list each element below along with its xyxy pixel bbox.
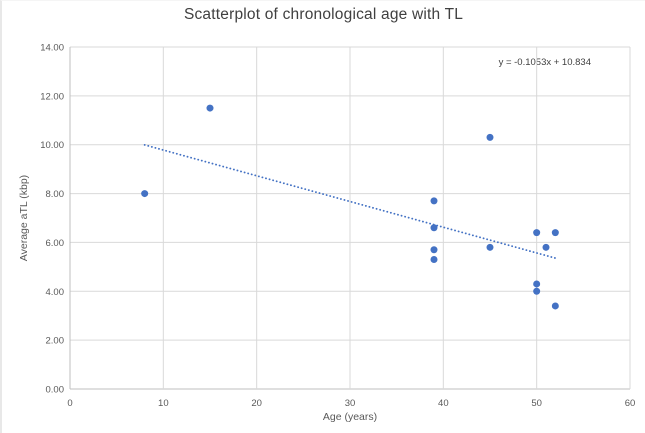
data-point — [486, 243, 494, 251]
data-point — [430, 256, 438, 264]
data-point — [533, 287, 541, 295]
x-axis-title: Age (years) — [322, 411, 378, 423]
data-point — [486, 133, 494, 141]
data-point — [430, 224, 438, 232]
data-point — [533, 229, 541, 237]
y-tick-label: 14.00 — [40, 43, 64, 54]
trendline-equation-label: y = -0.1053x + 10.834 — [498, 57, 591, 68]
y-axis-title: Average aTL (kbp) — [18, 174, 30, 262]
data-point — [206, 104, 214, 112]
y-tick-label: 10.00 — [40, 140, 64, 151]
y-tick-label: 0.00 — [46, 385, 65, 396]
x-tick-label: 30 — [345, 398, 356, 409]
data-point — [551, 229, 559, 237]
x-tick-label: 40 — [438, 398, 449, 409]
chart-title: Scatterplot of chronological age with TL — [183, 6, 464, 23]
data-point — [542, 243, 550, 251]
y-tick-label: 8.00 — [46, 189, 65, 200]
x-tick-label: 50 — [531, 398, 542, 409]
y-tick-label: 4.00 — [46, 287, 65, 298]
y-tick-label: 12.00 — [40, 91, 64, 102]
x-tick-label: 10 — [158, 398, 169, 409]
data-point — [430, 246, 438, 254]
trendline — [143, 144, 557, 260]
y-tick-label: 2.00 — [46, 336, 65, 347]
y-tick-label: 6.00 — [46, 238, 65, 249]
x-tick-label: 0 — [67, 398, 72, 409]
data-point — [141, 190, 149, 198]
x-tick-label: 20 — [251, 398, 262, 409]
data-point — [430, 197, 438, 205]
data-point — [533, 280, 541, 288]
x-tick-label: 60 — [625, 398, 636, 409]
data-point — [551, 302, 559, 310]
